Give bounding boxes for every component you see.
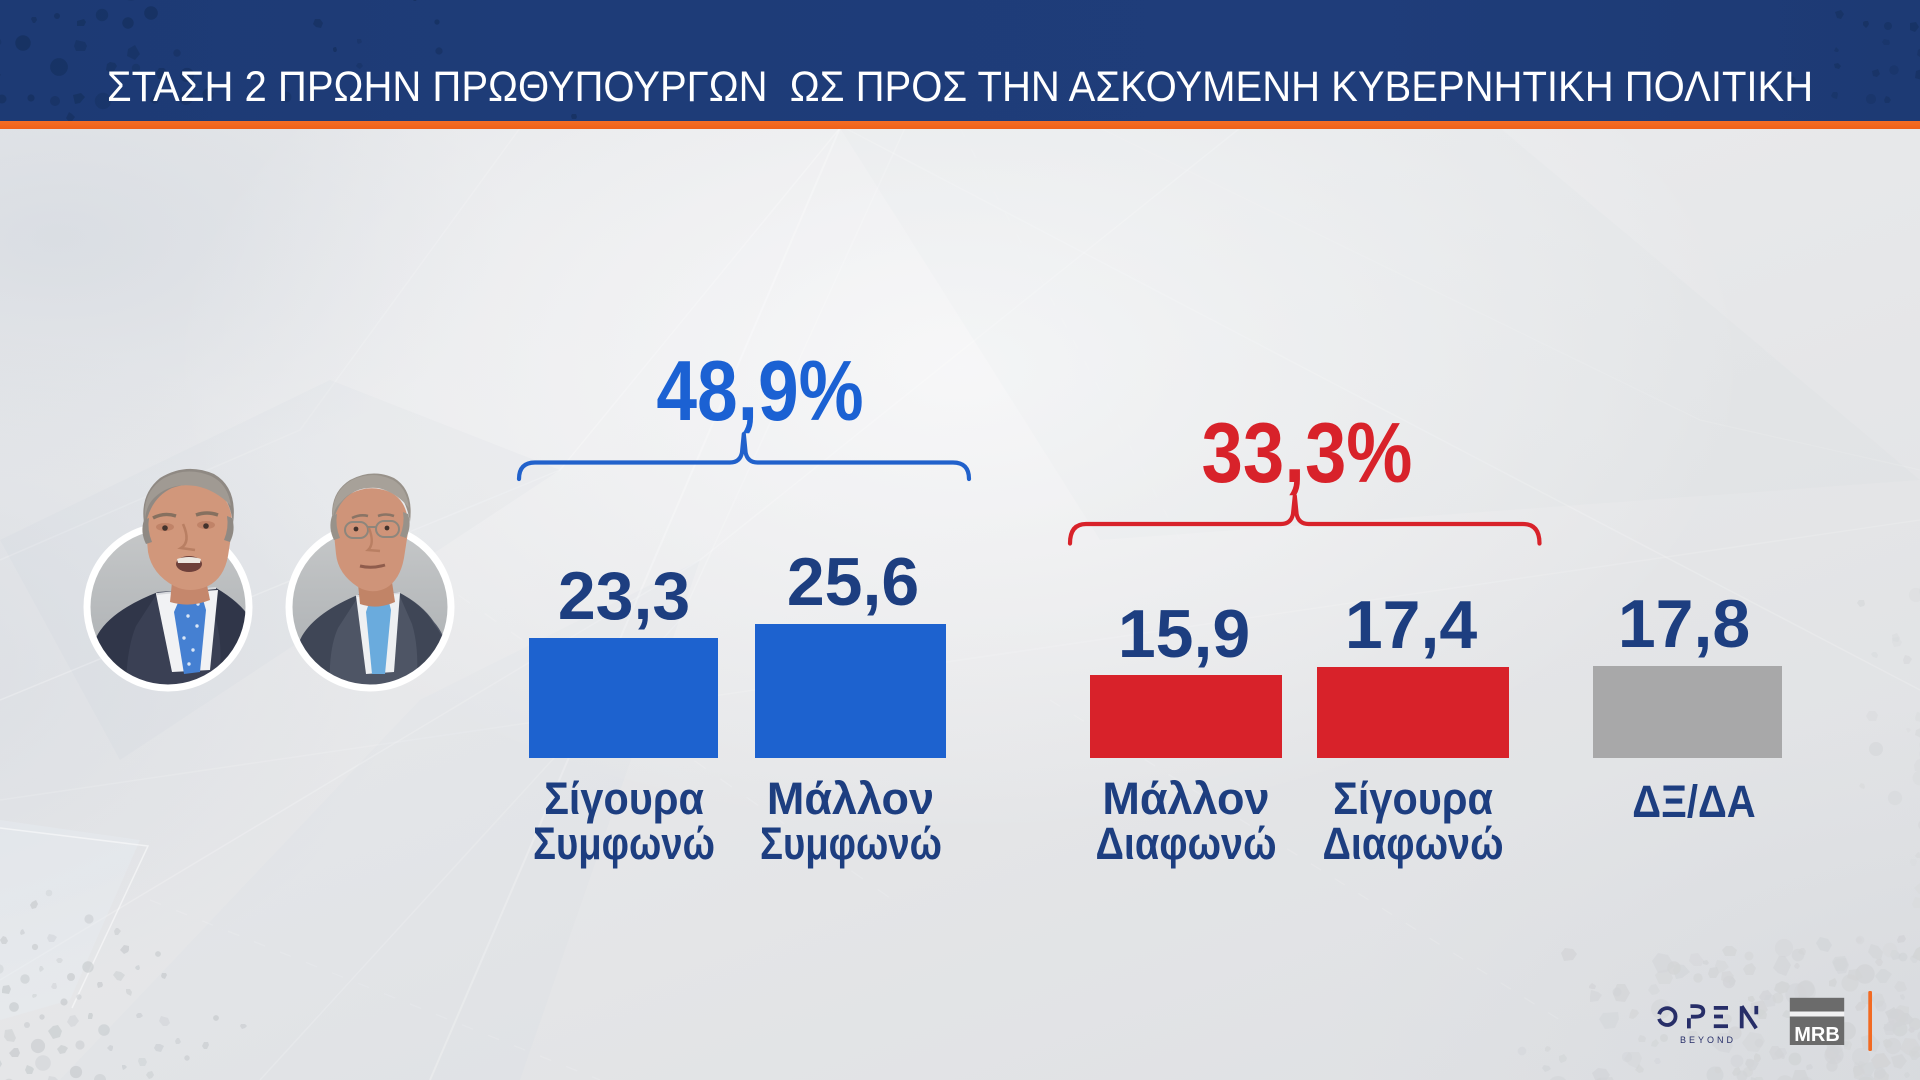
svg-text:BEYOND: BEYOND [1680,1035,1736,1045]
svg-text:MRB: MRB [1794,1024,1840,1046]
